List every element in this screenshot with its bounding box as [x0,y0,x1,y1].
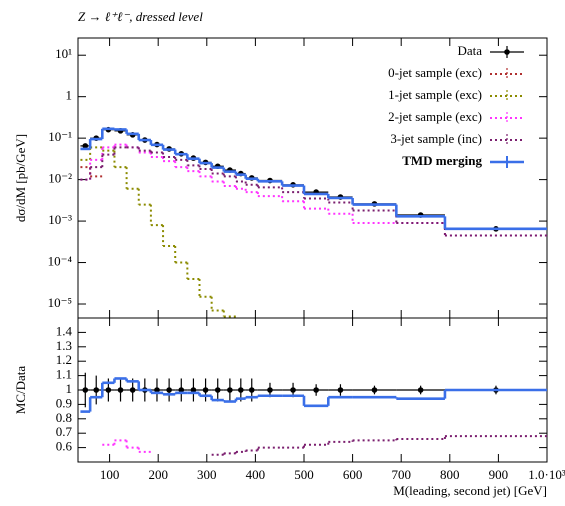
y-axis-label: dσ/dM [pb/GeV] [13,134,28,222]
legend-label: 2-jet sample (exc) [388,109,482,124]
x-tick-label: 600 [343,467,363,482]
data-point [154,387,160,393]
legend-label: 3-jet sample (inc) [390,131,482,146]
data-point [117,387,124,393]
data-point [227,387,233,393]
data-point [371,387,378,393]
y-axis-label: MC/Data [13,366,28,415]
y-tick-label: 1.3 [56,338,72,353]
y-tick-label: 0.9 [56,395,72,410]
y-tick-label: 10⁻⁴ [48,254,73,269]
chart-title: Z → ℓ⁺ℓ⁻, dressed level [78,9,203,24]
x-tick-label: 500 [294,467,314,482]
legend-label: Data [457,43,482,58]
data-point [214,387,221,393]
plot-area [80,372,547,456]
data-point [337,387,344,393]
x-tick-label: 400 [246,467,266,482]
plot-frame [77,37,548,319]
data-point [290,387,296,393]
x-tick-label: 100 [100,467,120,482]
y-tick-label: 10⁻³ [48,212,72,227]
y-tick-label: 0.7 [56,424,73,439]
data-point [82,387,89,393]
y-tick-label: 10¹ [55,46,72,61]
x-tick-label: 300 [197,467,217,482]
data-point [105,387,112,393]
y-tick-label: 1.1 [56,367,72,382]
y-tick-label: 10⁻¹ [48,129,72,144]
legend-label: TMD merging [402,153,482,168]
x-axis-label: M(leading, second jet) [GeV] [393,483,547,498]
data-point [166,387,172,393]
y-tick-label: 10⁻² [48,171,72,186]
y-tick-label: 0.6 [56,439,73,454]
x-tick-label: 700 [391,467,411,482]
data-point [93,387,100,393]
data-point [417,387,424,393]
data-point [190,387,197,393]
data-point [248,387,255,393]
data-point [267,387,273,393]
data-point [238,387,244,393]
data-point [82,143,89,149]
x-tick-label: 900 [489,467,509,482]
legend-label: 1-jet sample (exc) [388,87,482,102]
y-tick-label: 1.4 [56,323,73,338]
plot-area [80,126,547,318]
x-tick-label: 1.0·10³ [528,467,565,482]
legend-swatch [504,49,510,55]
y-tick-label: 1 [66,88,73,103]
data-point [313,387,319,393]
x-tick-label: 200 [148,467,168,482]
y-tick-label: 1.2 [56,352,72,367]
data-point [202,387,209,393]
legend-label: 0-jet sample (exc) [388,65,482,80]
y-tick-label: 10⁻⁵ [48,295,72,310]
y-tick-label: 0.8 [56,410,72,425]
x-tick-label: 800 [440,467,460,482]
data-point [178,387,185,393]
y-tick-label: 1 [66,381,73,396]
data-point [129,387,136,393]
